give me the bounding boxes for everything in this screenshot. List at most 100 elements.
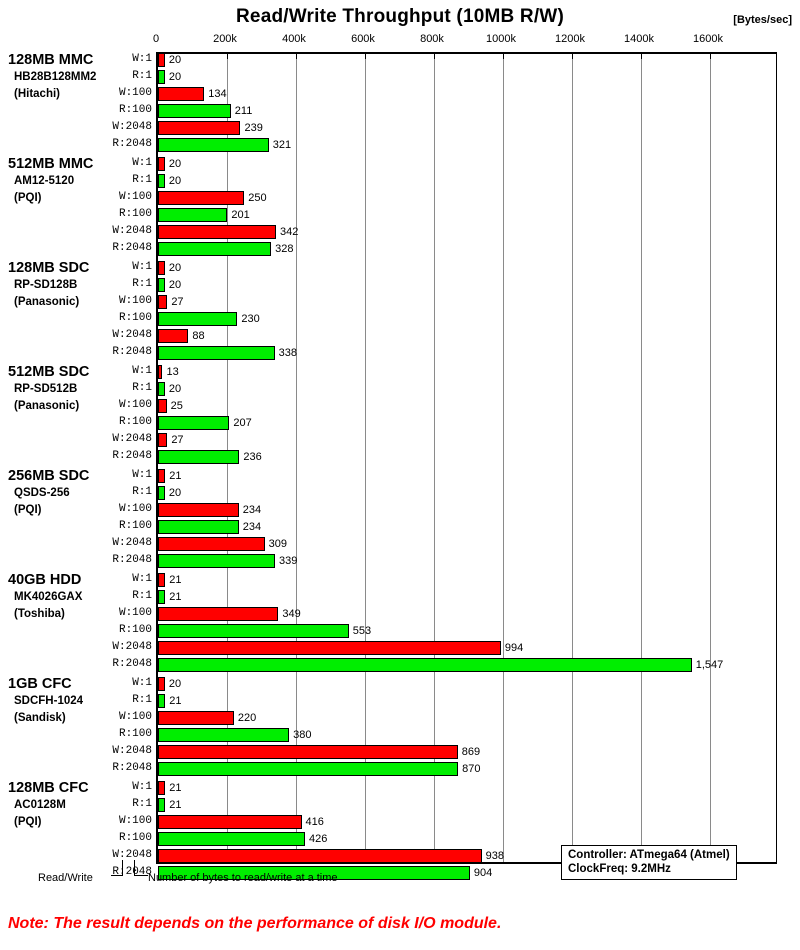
device-vendor: (Hitachi) xyxy=(14,88,60,100)
info-clockfreq: ClockFreq: 9.2MHz xyxy=(568,863,671,875)
bar-row-label: R:2048 xyxy=(112,138,152,150)
bar-row: W:1 21 xyxy=(0,572,800,589)
device-name: 1GB CFC xyxy=(8,676,72,692)
bar-row: W:100 25 xyxy=(0,398,800,415)
annotation-read-write-label: Read/Write xyxy=(38,872,93,884)
bar-row: W:100 220 xyxy=(0,710,800,727)
read-bar xyxy=(158,624,349,638)
gridline xyxy=(503,54,504,862)
bar-value-label: 236 xyxy=(243,451,262,463)
write-bar xyxy=(158,745,458,759)
controller-info-box: Controller: ATmega64 (Atmel) ClockFreq: … xyxy=(561,845,737,880)
write-bar xyxy=(158,607,279,621)
bar-track: 21 xyxy=(158,781,800,795)
read-bar xyxy=(158,694,166,708)
bar-row-label: W:100 xyxy=(118,191,152,203)
device-model: AM12-5120 xyxy=(14,175,75,187)
axis-tickmark xyxy=(227,54,228,59)
bar-track: 20 xyxy=(158,70,800,84)
bar-track: 994 xyxy=(158,641,800,655)
x-axis-tick-label: 0 xyxy=(152,33,160,45)
bar-row: W:100 416 xyxy=(0,814,800,831)
device-group: 256MB SDC QSDS-256 (PQI) W:1 21 R:1 20 W:100 234… xyxy=(0,468,800,572)
x-axis-tick-label: 1400k xyxy=(624,33,654,45)
gridline xyxy=(572,54,573,862)
info-controller: Controller: ATmega64 (Atmel) xyxy=(568,849,730,861)
bar-row-label: R:2048 xyxy=(112,658,152,670)
bar-track: 134 xyxy=(158,87,800,101)
bar-row-label: R:100 xyxy=(118,832,152,844)
read-bar xyxy=(158,554,275,568)
bar-value-label: 21 xyxy=(169,470,182,482)
bar-row-label: W:1 xyxy=(132,469,152,481)
bar-row: R:2048 870 xyxy=(0,761,800,778)
read-bar xyxy=(158,416,230,430)
bar-track: 338 xyxy=(158,346,800,360)
bar-value-label: 25 xyxy=(170,400,183,412)
bar-value-label: 234 xyxy=(242,504,262,516)
bar-row-label: W:100 xyxy=(118,815,152,827)
write-bar xyxy=(158,815,302,829)
read-bar xyxy=(158,174,165,188)
bar-row: W:2048 994 xyxy=(0,640,800,657)
bar-row-label: W:1 xyxy=(132,53,152,65)
bar-row: R:1 20 xyxy=(0,485,800,502)
bar-row-label: W:100 xyxy=(118,399,152,411)
write-bar xyxy=(158,469,166,483)
device-vendor: (Toshiba) xyxy=(14,608,65,620)
bar-row: R:100 207 xyxy=(0,415,800,432)
bar-row: W:100 27 xyxy=(0,294,800,311)
bar-value-label: 20 xyxy=(168,678,182,690)
bar-track: 88 xyxy=(158,329,800,343)
bar-track: 328 xyxy=(158,242,800,256)
write-bar xyxy=(158,537,265,551)
bar-row: R:2048 339 xyxy=(0,553,800,570)
read-bar xyxy=(158,832,305,846)
bar-value-label: 21 xyxy=(169,591,182,603)
bar-row: R:100 380 xyxy=(0,727,800,744)
bar-row: R:2048 321 xyxy=(0,137,800,154)
bar-track: 416 xyxy=(158,815,800,829)
bar-row-label: W:2048 xyxy=(112,225,152,237)
read-bar xyxy=(158,486,165,500)
write-bar xyxy=(158,53,165,67)
gridline xyxy=(296,54,297,862)
leader-line-readwrite-vertical xyxy=(122,860,123,876)
leader-line-readwrite-horizontal xyxy=(111,875,123,876)
bar-value-label: 380 xyxy=(293,729,312,741)
bar-value-label: 20 xyxy=(168,175,182,187)
device-model: MK4026GAX xyxy=(14,591,83,603)
bar-value-label: 869 xyxy=(461,746,481,758)
device-name: 128MB CFC xyxy=(8,780,89,796)
bar-value-label: 88 xyxy=(192,330,205,342)
write-bar xyxy=(158,503,239,517)
read-bar xyxy=(158,798,166,812)
bar-row-label: R:2048 xyxy=(112,554,152,566)
device-group-titles: 128MB CFC AC0128M (PQI) xyxy=(8,780,128,831)
bar-track: 20 xyxy=(158,486,800,500)
axis-tickmark xyxy=(296,54,297,59)
bar-track: 309 xyxy=(158,537,800,551)
bar-row-label: R:1 xyxy=(132,486,152,498)
bar-track: 426 xyxy=(158,832,800,846)
bar-row-label: R:100 xyxy=(118,208,152,220)
write-bar xyxy=(158,365,163,379)
bar-row-label: R:1 xyxy=(132,174,152,186)
bar-row: W:2048 27 xyxy=(0,432,800,449)
x-axis-tick-label: 600k xyxy=(351,33,375,45)
bar-track: 21 xyxy=(158,573,800,587)
read-bar xyxy=(158,138,269,152)
write-bar xyxy=(158,399,167,413)
device-name: 128MB MMC xyxy=(8,52,94,68)
bar-row-label: R:100 xyxy=(118,416,152,428)
write-bar xyxy=(158,677,165,691)
bar-row-label: W:1 xyxy=(132,261,152,273)
device-name: 128MB SDC xyxy=(8,260,90,276)
bar-row: R:1 20 xyxy=(0,381,800,398)
bar-row-label: W:2048 xyxy=(112,433,152,445)
annotation-legend: Read/Write Number of bytes to read/write… xyxy=(0,860,800,892)
bar-track: 250 xyxy=(158,191,800,205)
read-bar xyxy=(158,658,692,672)
bar-value-label: 27 xyxy=(171,434,184,446)
bar-track: 321 xyxy=(158,138,800,152)
